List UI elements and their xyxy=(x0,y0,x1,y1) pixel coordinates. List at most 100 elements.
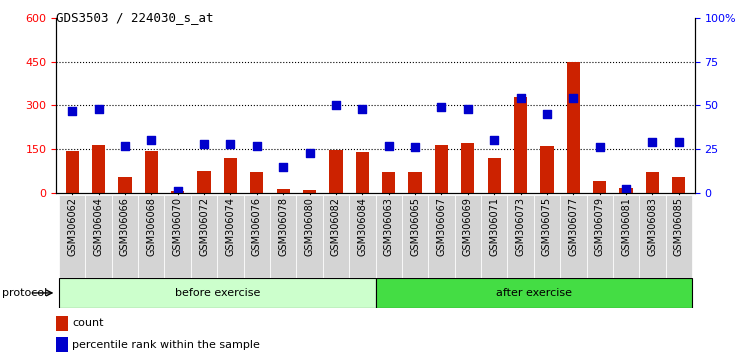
Bar xyxy=(454,195,481,278)
Bar xyxy=(435,145,448,193)
Text: GDS3503 / 224030_s_at: GDS3503 / 224030_s_at xyxy=(56,11,214,24)
Bar xyxy=(330,150,342,193)
Point xyxy=(66,108,78,113)
Bar xyxy=(541,146,553,193)
Bar xyxy=(138,195,164,278)
Text: GSM306071: GSM306071 xyxy=(489,197,499,256)
Point xyxy=(225,141,237,147)
Bar xyxy=(243,195,270,278)
Text: percentile rank within the sample: percentile rank within the sample xyxy=(72,339,260,350)
Bar xyxy=(672,177,686,193)
Bar xyxy=(567,62,580,193)
Bar xyxy=(665,195,692,278)
Text: GSM306062: GSM306062 xyxy=(67,197,77,256)
Bar xyxy=(481,195,508,278)
Text: GSM306070: GSM306070 xyxy=(173,197,182,256)
Text: GSM306082: GSM306082 xyxy=(331,197,341,256)
Point xyxy=(145,137,157,143)
Bar xyxy=(593,181,606,193)
Point xyxy=(436,104,448,110)
Text: count: count xyxy=(72,318,104,329)
Point xyxy=(277,164,289,170)
Bar xyxy=(217,195,243,278)
Bar xyxy=(297,195,323,278)
Bar xyxy=(191,195,217,278)
Text: GSM306072: GSM306072 xyxy=(199,197,209,256)
Text: GSM306076: GSM306076 xyxy=(252,197,262,256)
Bar xyxy=(376,278,692,308)
Text: GSM306064: GSM306064 xyxy=(94,197,104,256)
Text: GSM306067: GSM306067 xyxy=(436,197,446,256)
Bar xyxy=(349,195,376,278)
Bar xyxy=(402,195,428,278)
Bar xyxy=(250,172,264,193)
Point xyxy=(119,143,131,148)
Bar xyxy=(86,195,112,278)
Text: GSM306080: GSM306080 xyxy=(305,197,315,256)
Bar xyxy=(613,195,639,278)
Bar xyxy=(59,278,376,308)
Text: before exercise: before exercise xyxy=(174,288,260,298)
Text: GSM306065: GSM306065 xyxy=(410,197,420,256)
Bar xyxy=(508,195,534,278)
Bar xyxy=(560,195,587,278)
Bar xyxy=(198,171,210,193)
Bar xyxy=(382,172,395,193)
Point xyxy=(303,150,315,155)
Point xyxy=(330,103,342,108)
Point xyxy=(541,111,553,117)
Point xyxy=(198,141,210,147)
Bar xyxy=(56,337,68,352)
Point xyxy=(488,137,500,143)
Text: GSM306063: GSM306063 xyxy=(384,197,394,256)
Bar xyxy=(112,195,138,278)
Bar xyxy=(119,177,131,193)
Bar xyxy=(65,150,79,193)
Point xyxy=(514,96,526,101)
Text: GSM306078: GSM306078 xyxy=(278,197,288,256)
Bar xyxy=(224,158,237,193)
Text: protocol: protocol xyxy=(2,288,47,298)
Text: after exercise: after exercise xyxy=(496,288,572,298)
Bar xyxy=(164,195,191,278)
Bar xyxy=(487,158,501,193)
Bar xyxy=(376,195,402,278)
Point xyxy=(647,139,659,145)
Bar xyxy=(56,316,68,331)
Point xyxy=(462,106,474,112)
Text: GSM306075: GSM306075 xyxy=(542,197,552,256)
Bar xyxy=(620,188,632,193)
Point xyxy=(356,106,368,112)
Text: GSM306066: GSM306066 xyxy=(120,197,130,256)
Bar xyxy=(171,190,184,193)
Point xyxy=(409,144,421,150)
Text: GSM306085: GSM306085 xyxy=(674,197,684,256)
Text: GSM306074: GSM306074 xyxy=(225,197,235,256)
Point xyxy=(383,143,395,148)
Text: GSM306083: GSM306083 xyxy=(647,197,657,256)
Bar xyxy=(534,195,560,278)
Bar xyxy=(323,195,349,278)
Point xyxy=(567,96,579,101)
Bar xyxy=(587,195,613,278)
Text: GSM306084: GSM306084 xyxy=(357,197,367,256)
Bar xyxy=(59,195,86,278)
Bar xyxy=(646,172,659,193)
Point xyxy=(620,187,632,192)
Text: GSM306073: GSM306073 xyxy=(516,197,526,256)
Bar xyxy=(428,195,454,278)
Bar xyxy=(92,145,105,193)
Text: GSM306069: GSM306069 xyxy=(463,197,473,256)
Point xyxy=(673,139,685,145)
Text: GSM306079: GSM306079 xyxy=(595,197,605,256)
Text: GSM306068: GSM306068 xyxy=(146,197,156,256)
Text: GSM306077: GSM306077 xyxy=(569,197,578,256)
Bar xyxy=(270,195,297,278)
Point xyxy=(594,144,606,150)
Text: GSM306081: GSM306081 xyxy=(621,197,631,256)
Bar xyxy=(409,172,421,193)
Point xyxy=(92,106,104,112)
Bar xyxy=(514,97,527,193)
Bar xyxy=(461,143,475,193)
Point xyxy=(251,143,263,148)
